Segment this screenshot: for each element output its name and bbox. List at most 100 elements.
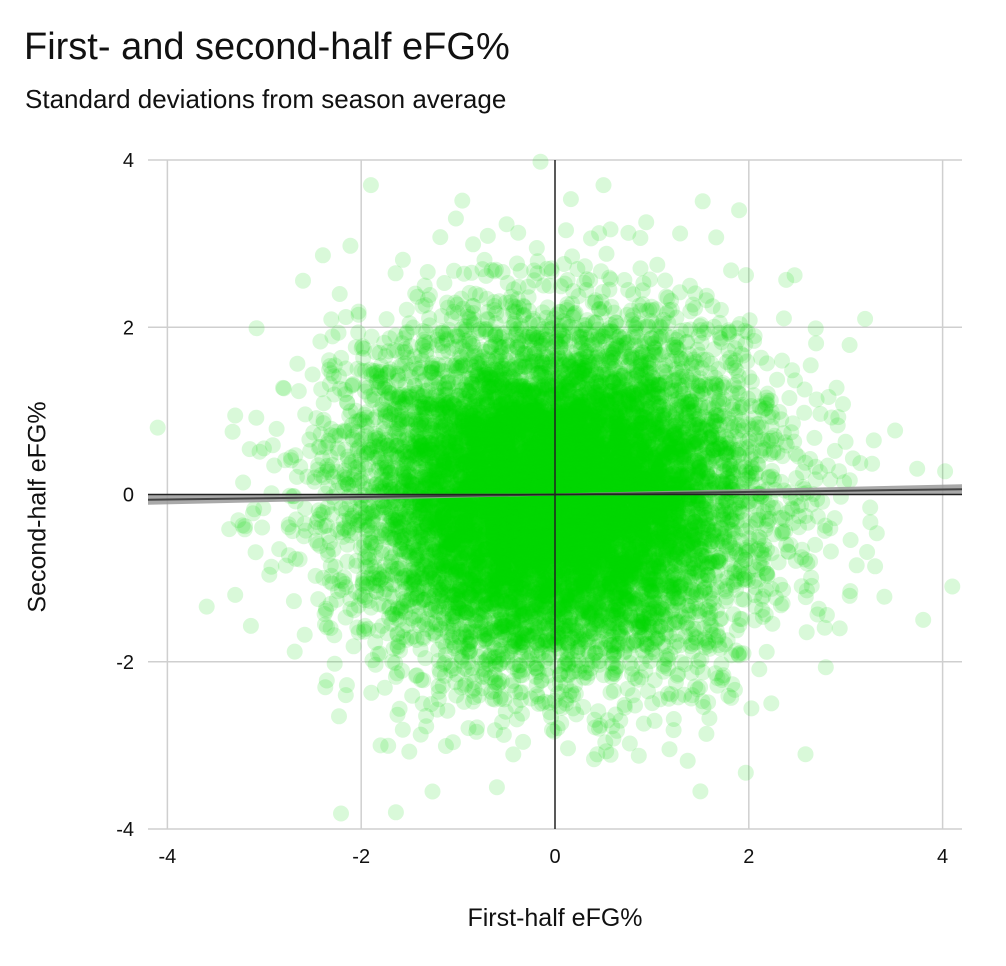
scatter-point (552, 603, 569, 620)
scatter-point (526, 449, 543, 465)
scatter-point (698, 491, 715, 508)
scatter-point (484, 402, 501, 419)
scatter-point (518, 463, 535, 480)
scatter-point (541, 572, 558, 589)
scatter-point (652, 500, 669, 517)
scatter-point (532, 485, 549, 502)
scatter-point (435, 539, 452, 556)
scatter-point (465, 602, 482, 618)
scatter-point (568, 542, 584, 559)
scatter-point (501, 467, 517, 484)
scatter-point (488, 423, 505, 440)
scatter-point (521, 496, 538, 513)
scatter-point (463, 412, 480, 429)
scatter-point (456, 677, 473, 694)
scatter-point (566, 413, 583, 429)
scatter-point (598, 743, 615, 760)
scatter-point (665, 526, 682, 543)
scatter-point (631, 535, 648, 552)
scatter-point (306, 473, 323, 490)
scatter-point (401, 385, 418, 402)
scatter-point (611, 474, 628, 491)
scatter-point (483, 420, 500, 437)
scatter-point (382, 501, 399, 518)
scatter-point (559, 446, 576, 463)
scatter-point (483, 431, 500, 448)
scatter-point (568, 368, 585, 385)
scatter-point (408, 544, 425, 561)
scatter-point (679, 395, 696, 412)
scatter-point (608, 414, 625, 431)
scatter-point (548, 415, 565, 432)
scatter-point (797, 508, 814, 524)
scatter-point (664, 493, 681, 510)
scatter-point (594, 396, 611, 413)
scatter-point (313, 381, 330, 398)
scatter-point (496, 440, 513, 457)
scatter-point (532, 530, 549, 547)
scatter-point (560, 541, 577, 557)
scatter-point (295, 272, 311, 289)
scatter-point (583, 559, 600, 575)
scatter-point (642, 415, 659, 432)
scatter-point (409, 360, 425, 377)
scatter-point (550, 505, 566, 522)
scatter-point (685, 366, 701, 383)
scatter-point (616, 454, 633, 471)
scatter-point (659, 530, 676, 547)
scatter-point (444, 422, 460, 439)
scatter-point (647, 344, 664, 361)
scatter-point (610, 514, 627, 531)
scatter-point (417, 475, 434, 492)
scatter-point (596, 468, 613, 485)
scatter-point (642, 379, 659, 396)
scatter-point (688, 531, 705, 548)
scatter-point (465, 554, 482, 571)
scatter-point (444, 567, 461, 584)
scatter-point (605, 479, 622, 496)
scatter-point (497, 514, 514, 531)
scatter-point (542, 321, 558, 338)
scatter-point (555, 566, 572, 583)
scatter-point (520, 627, 537, 644)
scatter-point (365, 411, 382, 428)
scatter-point (616, 442, 632, 459)
scatter-point (539, 473, 556, 489)
scatter-point (497, 459, 514, 476)
scatter-point (507, 298, 524, 315)
scatter-point (734, 396, 751, 413)
scatter-point (580, 368, 597, 385)
scatter-point (425, 546, 442, 563)
scatter-point (469, 588, 486, 604)
scatter-point (515, 517, 532, 534)
scatter-point (381, 385, 398, 401)
scatter-point (522, 464, 539, 481)
scatter-point (314, 247, 331, 264)
scatter-point (486, 683, 503, 699)
scatter-point (616, 452, 633, 469)
scatter-point (522, 388, 539, 404)
scatter-point (525, 517, 542, 534)
scatter-point (504, 455, 521, 471)
scatter-point (466, 417, 483, 434)
scatter-point (588, 418, 605, 435)
scatter-point (622, 448, 639, 465)
scatter-point (683, 522, 699, 539)
scatter-point (572, 508, 588, 525)
scatter-point (563, 453, 579, 470)
scatter-point (418, 504, 435, 521)
scatter-point (773, 473, 790, 490)
scatter-point (350, 324, 367, 341)
scatter-point (559, 651, 576, 668)
scatter-point (492, 398, 509, 415)
scatter-point (421, 560, 438, 577)
scatter-point (396, 527, 413, 544)
scatter-point (822, 543, 839, 560)
scatter-point (574, 612, 591, 629)
scatter-point (499, 566, 516, 583)
scatter-point (513, 518, 530, 535)
scatter-point (706, 495, 723, 511)
scatter-point (443, 566, 460, 583)
scatter-point (544, 507, 561, 524)
